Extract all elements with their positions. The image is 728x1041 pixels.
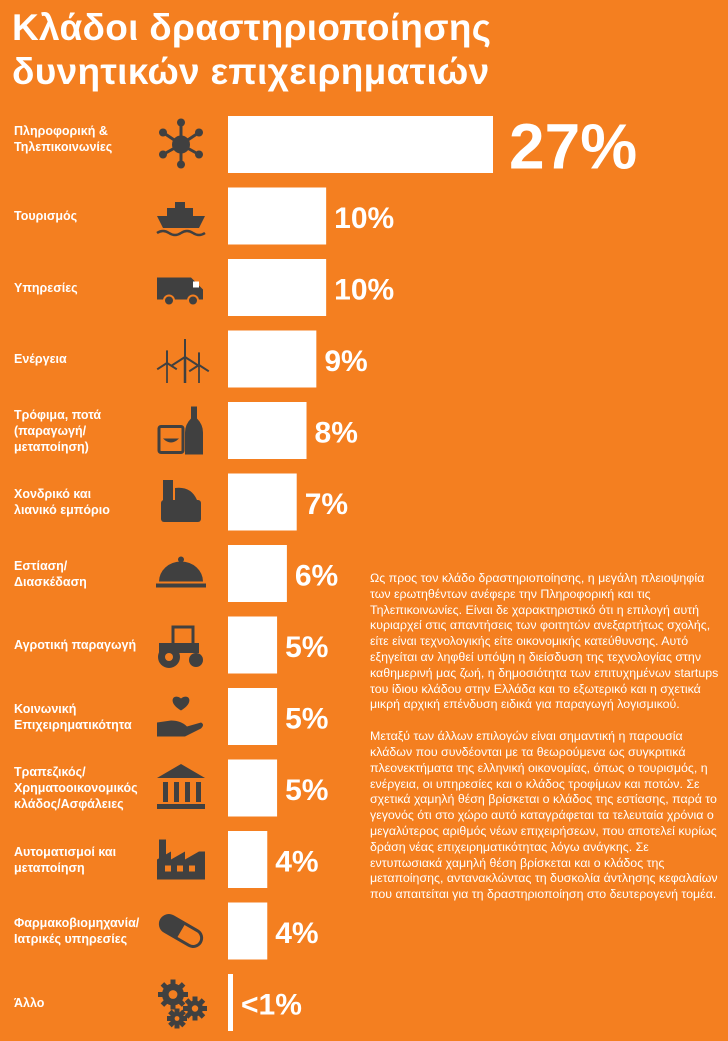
category-label-line: (παραγωγή/	[14, 423, 87, 438]
category-label: Τραπεζικός/Χρηματοοικονομικός κλάδος/Ασφά…	[14, 764, 164, 812]
category-label: Εστίαση/Διασκέδαση	[14, 558, 164, 590]
category-label: Αυτοματισμοί και μεταποίηση	[14, 844, 164, 876]
bar	[228, 831, 268, 888]
category-label-line: Πληροφορική &	[14, 123, 108, 138]
value-label: 10%	[334, 274, 394, 307]
category-label: Τρόφιμα, ποτά (παραγωγή/μεταποίηση)	[14, 407, 164, 455]
category-label-line: Τραπεζικός/	[14, 765, 86, 779]
title-line-2: δυνητικών επιχειρηματιών	[12, 51, 490, 92]
category-label-line: Υπηρεσίες	[14, 280, 78, 295]
value-label: 6%	[295, 560, 338, 593]
bar	[228, 187, 327, 245]
bank-icon	[157, 764, 205, 809]
title-line-1: Κλάδοι δραστηριοποίησης	[12, 7, 492, 48]
ship-icon	[156, 202, 206, 237]
category-label-line: Επιχειρηματικότητα	[14, 717, 132, 732]
category-label-line: Τουρισμός	[14, 209, 78, 223]
bar	[228, 116, 493, 173]
cloche-icon	[156, 556, 206, 588]
category-label: Υπηρεσίες	[14, 280, 164, 296]
category-label-line: Χονδρικό και	[14, 487, 92, 501]
category-label-line: Εστίαση/	[14, 558, 68, 573]
category-label-line: Ενέργεια	[14, 352, 67, 366]
category-label: Τουρισμός	[14, 208, 164, 224]
category-label: Ενέργεια	[14, 351, 164, 367]
category-label: Αγροτική παραγωγή	[14, 637, 164, 653]
pill-icon	[158, 914, 204, 948]
gears-icon	[158, 979, 207, 1029]
heart-hand-icon	[157, 696, 203, 737]
category-label-line: Ιατρικές υπηρεσίες	[14, 932, 128, 946]
value-label: 9%	[324, 345, 367, 378]
category-label-line: Διασκέδαση	[14, 574, 87, 589]
category-label-line: Τρόφιμα, ποτά	[14, 407, 102, 422]
category-label: Πληροφορική & Τηλεπικοινωνίες	[14, 123, 164, 155]
van-icon	[157, 277, 203, 307]
food-drink-icon	[157, 406, 203, 455]
body-paragraph-1: Ως προς τον κλάδο δραστηριοποίησης, η με…	[370, 571, 719, 712]
value-labels-layer: 27% 10% 10% 9% 8% 7% 6% 5% 5% 5% 4% 4% <1%	[241, 111, 637, 1022]
value-label: 4%	[275, 846, 318, 879]
factory-icon	[157, 839, 205, 880]
category-label-line: λιανικό εμπόριο	[14, 503, 110, 517]
bar	[228, 616, 278, 674]
network-icon	[159, 118, 203, 169]
bar	[228, 688, 278, 745]
value-label: 7%	[305, 488, 348, 521]
bar	[228, 330, 317, 388]
category-label-line: μεταποίηση	[14, 860, 85, 875]
bar	[228, 259, 327, 316]
category-label-line: Αγροτική παραγωγή	[14, 638, 137, 652]
bar	[228, 545, 287, 602]
icons-layer	[156, 118, 210, 1029]
wind-turbine-icon	[156, 339, 210, 383]
category-label: Φαρμακοβιομηχανία/Ιατρικές υπηρεσίες	[14, 915, 164, 947]
value-label: 5%	[285, 631, 328, 664]
body-paragraph-2: Μεταξύ των άλλων επιλογών είναι σημαντικ…	[370, 729, 718, 902]
category-label: Κοινωνική Επιχειρηματικότητα	[14, 701, 164, 733]
cash-register-icon	[161, 480, 201, 522]
category-label-line: Κοινωνική	[14, 701, 77, 716]
value-label: 4%	[275, 917, 318, 950]
value-label: 5%	[285, 703, 328, 736]
category-label-line: Φαρμακοβιομηχανία/	[14, 916, 140, 930]
category-label-line: Χρηματοοικονομικός	[14, 781, 138, 795]
body-text: Ως προς τον κλάδο δραστηριοποίησης, η με…	[370, 571, 720, 919]
bar	[228, 974, 233, 1031]
category-label-line: κλάδος/Ασφάλειες	[14, 797, 124, 811]
page-title: Κλάδοι δραστηριοποίησης δυνητικών επιχει…	[12, 6, 722, 94]
category-label: Άλλο	[14, 995, 164, 1011]
bar	[228, 402, 307, 459]
bars-layer	[228, 116, 493, 1031]
bar	[228, 473, 297, 531]
category-label-line: Τηλεπικοινωνίες	[14, 139, 113, 154]
value-label: <1%	[241, 989, 302, 1022]
value-label: 10%	[334, 202, 394, 235]
category-label: Χονδρικό και λιανικό εμπόριο	[14, 486, 164, 518]
tractor-icon	[158, 625, 203, 668]
value-label: 5%	[285, 774, 328, 807]
category-label-line: Αυτοματισμοί και	[14, 844, 117, 859]
bar	[228, 759, 278, 817]
bar	[228, 902, 268, 960]
category-label-line: μεταποίηση)	[14, 439, 89, 454]
value-label: 27%	[509, 111, 637, 183]
category-label-line: Άλλο	[14, 995, 45, 1010]
value-label: 8%	[315, 417, 358, 450]
